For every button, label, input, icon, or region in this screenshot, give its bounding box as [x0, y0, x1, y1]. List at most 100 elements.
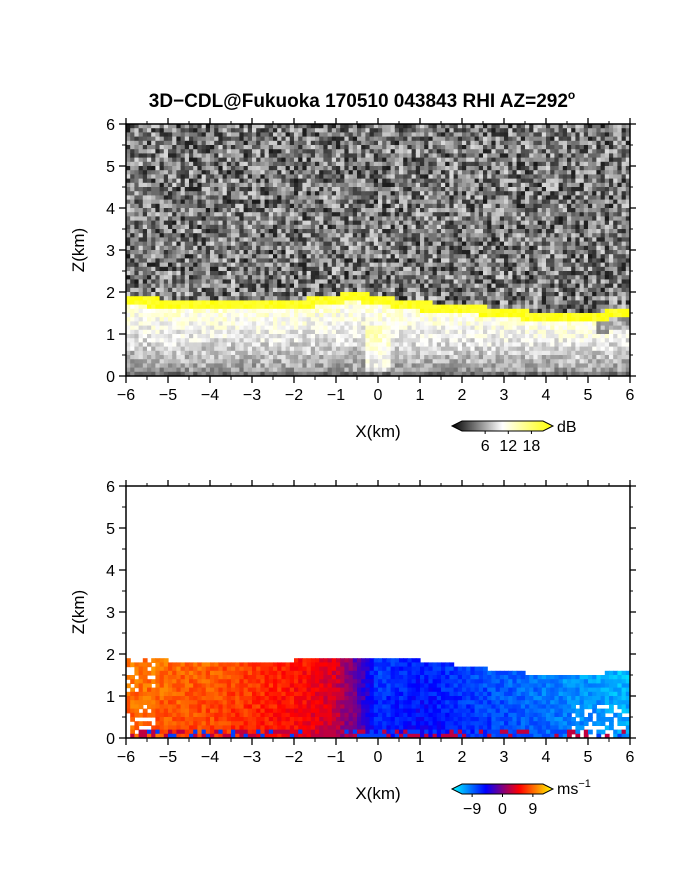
reflectivity-cell [176, 170, 182, 175]
reflectivity-cell [264, 300, 270, 306]
reflectivity-cell [273, 174, 278, 180]
reflectivity-cell [138, 283, 144, 289]
reflectivity-cell [134, 229, 140, 234]
reflectivity-cell [369, 329, 375, 335]
reflectivity-cell [336, 313, 341, 318]
reflectivity-cell [441, 237, 446, 243]
reflectivity-cell [243, 363, 249, 369]
reflectivity-cell [415, 283, 421, 289]
reflectivity-cell [214, 136, 219, 142]
reflectivity-cell [344, 157, 350, 163]
reflectivity-cell [138, 203, 144, 209]
reflectivity-cell [390, 266, 396, 272]
reflectivity-cell [155, 359, 161, 364]
reflectivity-cell [336, 132, 341, 138]
reflectivity-cell [344, 237, 350, 243]
reflectivity-cell [281, 229, 287, 234]
reflectivity-cell [445, 300, 450, 306]
reflectivity-cell [357, 346, 362, 352]
reflectivity-cell [462, 140, 467, 146]
reflectivity-cell [352, 220, 358, 226]
reflectivity-cell [294, 132, 299, 138]
reflectivity-cell [256, 224, 261, 230]
reflectivity-cell [306, 132, 312, 138]
reflectivity-cell [277, 266, 282, 272]
reflectivity-cell [277, 350, 282, 356]
reflectivity-cell [289, 216, 295, 222]
reflectivity-cell [210, 216, 215, 222]
reflectivity-cell [420, 371, 425, 376]
reflectivity-cell [176, 140, 182, 146]
reflectivity-cell [344, 338, 350, 343]
reflectivity-cell [252, 275, 257, 280]
reflectivity-cell [155, 212, 161, 217]
reflectivity-cell [142, 317, 148, 322]
reflectivity-cell [218, 292, 224, 297]
reflectivity-cell [441, 262, 446, 268]
reflectivity-cell [247, 308, 253, 314]
reflectivity-cell [231, 329, 236, 335]
reflectivity-cell [147, 166, 152, 171]
reflectivity-cell [302, 346, 308, 352]
reflectivity-cell [399, 258, 404, 264]
reflectivity-cell [415, 359, 421, 364]
reflectivity-cell [394, 359, 400, 364]
reflectivity-cell [130, 271, 135, 276]
reflectivity-cell [432, 216, 438, 222]
reflectivity-cell [130, 275, 135, 280]
reflectivity-cell [189, 224, 194, 230]
reflectivity-cell [163, 329, 169, 335]
reflectivity-cell [126, 367, 131, 373]
reflectivity-cell [449, 329, 455, 335]
reflectivity-cell [441, 266, 446, 272]
reflectivity-cell [432, 212, 438, 217]
reflectivity-cell [348, 292, 354, 297]
reflectivity-cell [126, 313, 131, 318]
reflectivity-cell [260, 241, 266, 247]
reflectivity-cell [327, 157, 333, 163]
reflectivity-cell [163, 350, 169, 356]
reflectivity-cell [315, 258, 320, 264]
reflectivity-cell [252, 220, 257, 226]
reflectivity-cell [306, 363, 312, 369]
reflectivity-cell [457, 258, 463, 264]
reflectivity-cell [235, 153, 240, 159]
reflectivity-cell [294, 233, 299, 238]
reflectivity-cell [210, 174, 215, 180]
reflectivity-cell [252, 300, 257, 306]
reflectivity-cell [243, 136, 249, 142]
reflectivity-cell [155, 329, 161, 335]
reflectivity-cell [344, 355, 350, 360]
reflectivity-cell [268, 216, 274, 222]
reflectivity-cell [382, 229, 387, 234]
reflectivity-cell [281, 203, 287, 209]
reflectivity-cell [327, 271, 333, 276]
reflectivity-cell [340, 216, 345, 222]
reflectivity-cell [340, 262, 345, 268]
reflectivity-cell [231, 208, 236, 213]
reflectivity-cell [466, 216, 471, 222]
reflectivity-cell [226, 367, 232, 373]
reflectivity-cell [235, 161, 240, 167]
reflectivity-cell [394, 367, 400, 373]
reflectivity-cell [369, 359, 375, 364]
reflectivity-cell [205, 250, 211, 255]
reflectivity-cell [344, 296, 350, 301]
reflectivity-cell [453, 220, 459, 226]
reflectivity-cell [184, 308, 190, 314]
reflectivity-cell [403, 216, 408, 222]
reflectivity-cell [462, 220, 467, 226]
reflectivity-cell [340, 199, 345, 205]
reflectivity-cell [239, 245, 245, 251]
reflectivity-cell [420, 342, 425, 348]
reflectivity-cell [428, 287, 434, 293]
reflectivity-cell [163, 283, 169, 289]
reflectivity-cell [285, 338, 291, 343]
reflectivity-cell [457, 153, 463, 159]
reflectivity-cell [348, 367, 354, 373]
reflectivity-cell [180, 304, 186, 310]
reflectivity-cell [449, 136, 455, 142]
reflectivity-cell [184, 346, 190, 352]
reflectivity-cell [453, 178, 459, 184]
reflectivity-cell [407, 287, 413, 293]
